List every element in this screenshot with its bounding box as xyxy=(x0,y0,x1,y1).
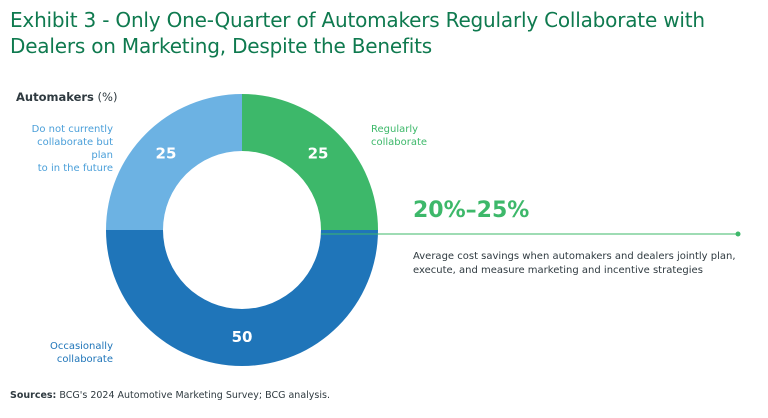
group-label-name: Automakers xyxy=(16,90,94,104)
chart-group-label: Automakers (%) xyxy=(16,90,117,104)
callout-dot xyxy=(735,231,741,237)
slice-value-labels: 25 50 25 xyxy=(156,144,329,346)
highlight-value: 20%–25% xyxy=(413,198,530,223)
sources-label: Sources: xyxy=(10,390,57,401)
donut-slice-occasionally xyxy=(106,230,378,366)
slice-label-occasionally: Occasionally collaborate xyxy=(49,341,113,365)
sources-text: BCG's 2024 Automotive Marketing Survey; … xyxy=(59,390,330,401)
slice-value-planning: 25 xyxy=(156,144,177,162)
donut-slice-regularly xyxy=(242,94,378,230)
group-label-unit: (%) xyxy=(97,90,118,104)
slice-value-regularly: 25 xyxy=(308,144,329,162)
slice-value-occasionally: 50 xyxy=(232,328,253,346)
sources-note: Sources: BCG's 2024 Automotive Marketing… xyxy=(10,390,330,401)
donut-slice-planning xyxy=(106,94,242,230)
slice-label-planning: Do not currently collaborate but plan to i… xyxy=(31,124,113,174)
exhibit-title: Exhibit 3 - Only One-Quarter of Automake… xyxy=(10,8,705,58)
highlight-caption: Average cost savings when automakers and… xyxy=(413,251,736,276)
slice-label-regularly: Regularly collaborate xyxy=(371,124,428,148)
donut-slices xyxy=(106,94,378,366)
